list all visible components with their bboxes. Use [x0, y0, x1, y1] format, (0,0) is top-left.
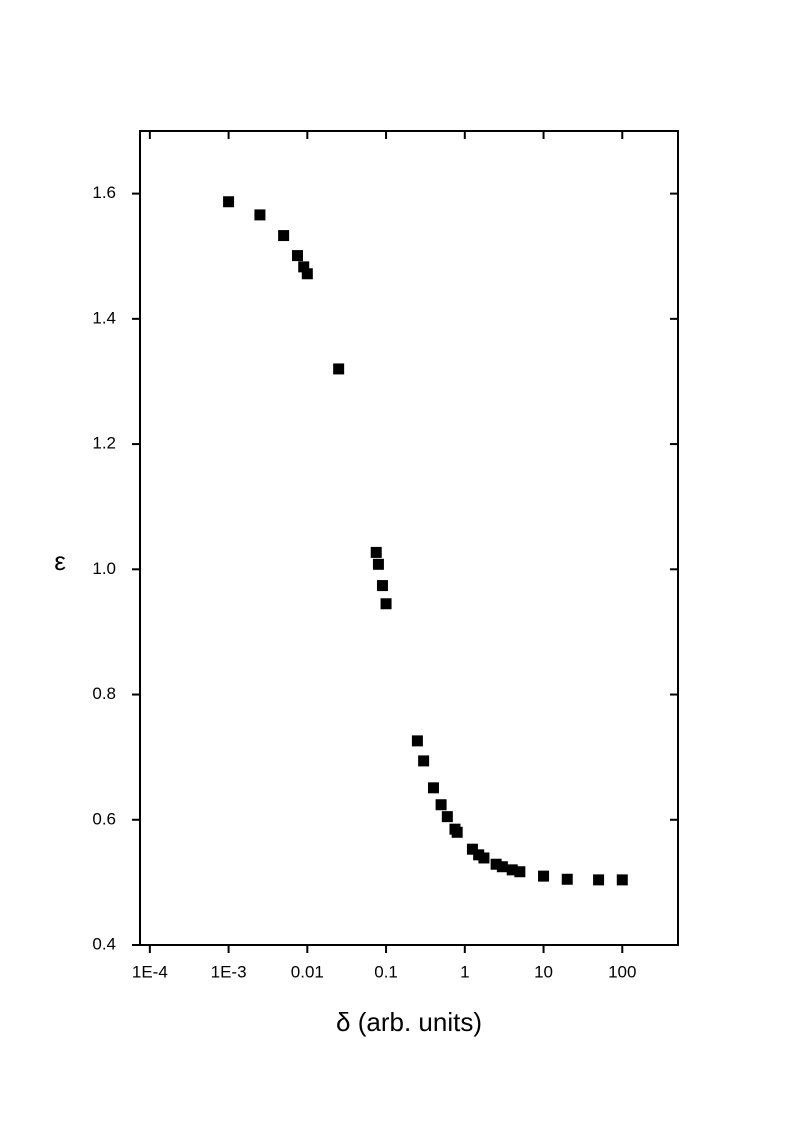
marker [435, 799, 447, 811]
marker [333, 363, 345, 375]
marker [301, 268, 313, 280]
x-tick-label: 1E-3 [211, 962, 247, 981]
y-tick-label: 0.4 [92, 934, 116, 953]
marker [370, 546, 382, 558]
marker [291, 250, 303, 262]
y-tick-label: 1.0 [92, 559, 116, 578]
x-tick-label: 100 [608, 962, 636, 981]
marker [418, 755, 430, 767]
x-tick-label: 0.1 [374, 962, 398, 981]
marker [451, 826, 463, 838]
marker [427, 782, 439, 794]
marker [561, 873, 573, 885]
marker [478, 852, 490, 864]
plot-frame [139, 130, 679, 946]
marker [506, 864, 518, 876]
marker [441, 811, 453, 823]
y-tick-label: 0.6 [92, 809, 116, 828]
x-tick-label: 0.01 [291, 962, 324, 981]
y-tick-label: 1.4 [92, 308, 116, 327]
y-tick-label: 0.8 [92, 684, 116, 703]
x-tick-label: 1 [460, 962, 469, 981]
marker [278, 230, 290, 242]
marker [372, 558, 384, 570]
x-axis-title: δ (arb. units) [336, 1007, 482, 1037]
y-axis-title: ε [54, 546, 66, 576]
marker [490, 858, 502, 870]
marker [380, 598, 392, 610]
y-tick-label: 1.2 [92, 434, 116, 453]
marker [593, 874, 605, 886]
marker [616, 874, 628, 886]
y-tick-label: 1.6 [92, 183, 116, 202]
marker [411, 735, 423, 747]
marker [223, 196, 235, 208]
marker [376, 580, 388, 592]
marker [514, 866, 526, 878]
x-tick-label: 1E-4 [132, 962, 168, 981]
marker [538, 870, 550, 882]
marker [254, 209, 266, 221]
marker [466, 843, 478, 855]
marker [496, 861, 508, 873]
x-tick-label: 10 [534, 962, 553, 981]
marker [298, 261, 310, 273]
